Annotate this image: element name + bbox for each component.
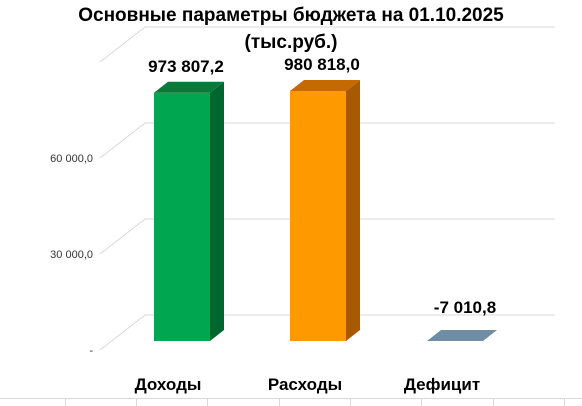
chart-title-line-2: (тыс.руб.) — [244, 32, 338, 53]
bar-expense-front — [290, 91, 346, 341]
bar-income-front — [154, 92, 210, 341]
gridline-side-1 — [99, 218, 146, 255]
floor-side-edge — [99, 314, 146, 351]
chart-title-line-1: Основные параметры бюджета на 01.10.2025 — [78, 5, 504, 26]
category-label-2: Расходы — [268, 375, 342, 394]
value-label-income: 973 807,2 — [148, 57, 224, 76]
bar-expense-top — [290, 80, 360, 91]
category-label-3: Дефицит — [404, 375, 480, 394]
bar-expense-side — [346, 80, 360, 341]
value-label-expense: 980 818,0 — [284, 55, 360, 74]
gridline-side-2 — [99, 122, 146, 159]
bar-income-side — [210, 81, 224, 341]
category-label-1: Доходы — [135, 375, 202, 394]
bar-deficit-flat — [427, 330, 497, 341]
bottom-divider-strip — [0, 398, 582, 406]
y-tick-label-1: - — [89, 345, 93, 357]
y-tick-label-2: 30 000,0 — [50, 249, 93, 261]
gridline-side-3 — [99, 26, 146, 63]
value-label-deficit: -7 010,8 — [434, 298, 496, 317]
y-tick-label-3: 60 000,0 — [50, 153, 93, 165]
bar-income-top — [154, 81, 224, 93]
